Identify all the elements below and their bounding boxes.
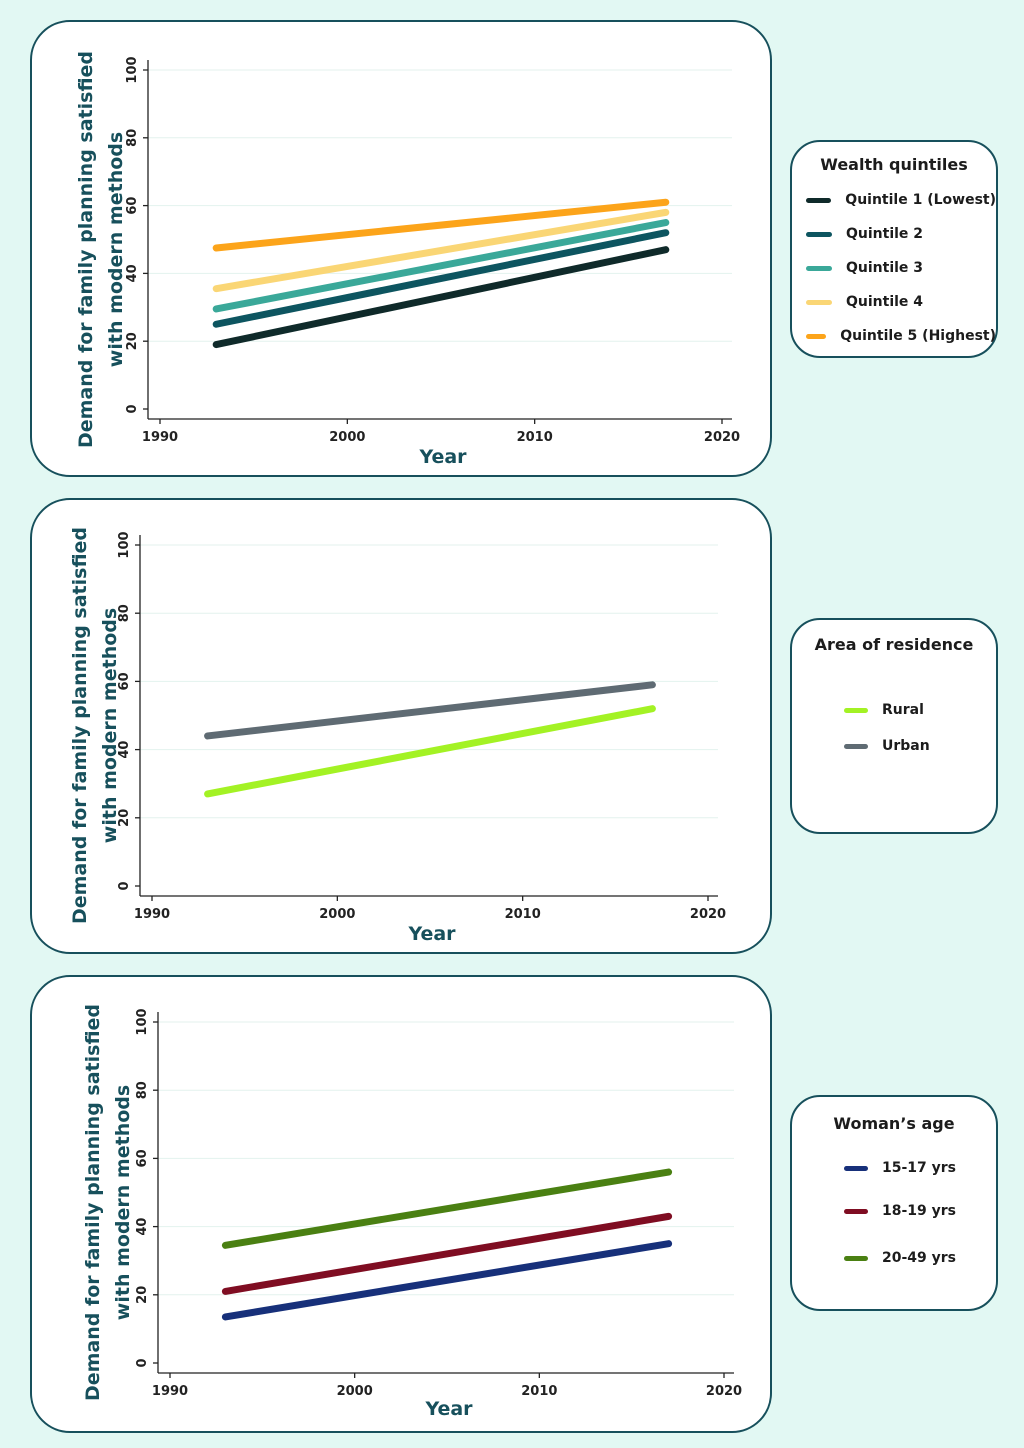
- y-tick-label: 40: [117, 741, 132, 759]
- legend-residence: Area of residence Rural Urban: [790, 618, 998, 834]
- y-tick-label: 20: [117, 809, 132, 827]
- legend-swatch: [806, 333, 827, 339]
- y-axis-title: with modern methods: [112, 1085, 134, 1320]
- y-tick-label: 100: [117, 531, 132, 558]
- y-tick-label: 80: [117, 604, 132, 622]
- y-tick-label: 80: [125, 129, 140, 147]
- legend-item: Quintile 5 (Highest): [792, 325, 996, 347]
- legend-swatch: [806, 299, 832, 305]
- series-line: [221, 1212, 673, 1295]
- chart-wealth: 0 20 40 60 80 100 1990 2000 2010 2020 Demand for f…: [75, 51, 740, 468]
- x-tick-label: 1990: [152, 1384, 188, 1399]
- legend-item: Rural: [792, 699, 996, 721]
- legend-item: Quintile 4: [792, 291, 996, 313]
- chart-panel-residence: 0 20 40 60 80 100 1990 2000 2010 2020 Demand for f…: [30, 498, 772, 954]
- x-tick-label: 2010: [505, 907, 541, 922]
- series-line: [204, 705, 656, 798]
- legend-wealth: Wealth quintiles Quintile 1 (Lowest) Qui…: [790, 140, 998, 358]
- legend-item: Quintile 3: [792, 257, 996, 279]
- series-line: [212, 198, 670, 252]
- legend-label: Quintile 1 (Lowest): [845, 192, 996, 208]
- legend-label: 20-49 yrs: [882, 1250, 957, 1266]
- series-line: [212, 246, 670, 349]
- legend-label: Quintile 5 (Highest): [840, 328, 996, 344]
- chart-age: 0 20 40 60 80 100 1990 2000 2010 2020 Demand for f…: [82, 1004, 742, 1420]
- x-tick-label: 2010: [517, 430, 553, 445]
- y-tick-label: 100: [135, 1008, 150, 1035]
- chart-panel-age: 0 20 40 60 80 100 1990 2000 2010 2020 Demand for f…: [30, 975, 772, 1433]
- y-axis-title: with modern methods: [99, 608, 121, 843]
- x-tick-label: 2020: [706, 1384, 742, 1399]
- series-line: [212, 229, 670, 328]
- y-axis-title: Demand for family planning satisfied: [69, 527, 91, 924]
- legend-label: 18-19 yrs: [882, 1203, 957, 1219]
- legend-swatch: [844, 1255, 868, 1261]
- legend-title: Area of residence: [814, 635, 974, 654]
- y-tick-label: 0: [135, 1358, 150, 1367]
- x-tick-label: 2000: [337, 1384, 373, 1399]
- y-tick-label: 0: [117, 881, 132, 890]
- y-tick-label: 60: [135, 1149, 150, 1167]
- x-axis-title: Year: [407, 923, 456, 945]
- series-line: [212, 219, 670, 313]
- chart-residence: 0 20 40 60 80 100 1990 2000 2010 2020 Demand for f…: [69, 527, 726, 945]
- legend-label: Rural: [882, 702, 924, 718]
- legend-label: Urban: [882, 738, 930, 754]
- legend-item: 20-49 yrs: [792, 1247, 996, 1269]
- series-line: [221, 1168, 673, 1249]
- legend-label: Quintile 2: [846, 226, 924, 242]
- legend-swatch: [806, 265, 832, 271]
- series-line: [212, 208, 670, 293]
- y-axis-title: with modern methods: [105, 132, 127, 367]
- legend-swatch: [806, 231, 832, 237]
- legend-item: Quintile 2: [792, 223, 996, 245]
- y-tick-label: 20: [135, 1286, 150, 1304]
- y-tick-label: 100: [125, 56, 140, 83]
- legend-item: Urban: [792, 735, 996, 757]
- y-axis-title: Demand for family planning satisfied: [82, 1004, 104, 1401]
- y-tick-label: 0: [125, 404, 140, 413]
- series-line: [221, 1240, 673, 1321]
- x-tick-label: 2010: [521, 1384, 557, 1399]
- legend-age: Woman’s age 15-17 yrs 18-19 yrs 20-49 yr…: [790, 1095, 998, 1311]
- y-tick-label: 60: [117, 672, 132, 690]
- x-tick-label: 2000: [329, 430, 365, 445]
- legend-label: Quintile 4: [846, 294, 924, 310]
- legend-title: Woman’s age: [833, 1114, 955, 1133]
- legend-swatch: [844, 1165, 868, 1171]
- chart-panel-wealth: 0 20 40 60 80 100 1990 2000 2010 2020 Demand for f…: [30, 20, 772, 477]
- legend-label: 15-17 yrs: [882, 1160, 957, 1176]
- x-tick-label: 1990: [134, 907, 170, 922]
- y-tick-label: 20: [125, 332, 140, 350]
- x-axis-title: Year: [424, 1398, 473, 1420]
- legend-item: Quintile 1 (Lowest): [792, 189, 996, 211]
- y-tick-label: 40: [135, 1218, 150, 1236]
- y-axis-title: Demand for family planning satisfied: [75, 51, 97, 448]
- legend-item: 18-19 yrs: [792, 1200, 996, 1222]
- x-tick-label: 2020: [704, 430, 740, 445]
- x-tick-label: 2020: [690, 907, 726, 922]
- y-tick-label: 60: [125, 197, 140, 215]
- x-tick-label: 2000: [319, 907, 355, 922]
- x-tick-label: 1990: [142, 430, 178, 445]
- legend-title: Wealth quintiles: [820, 155, 968, 174]
- legend-item: 15-17 yrs: [792, 1157, 996, 1179]
- y-tick-label: 80: [135, 1081, 150, 1099]
- legend-swatch: [844, 743, 868, 749]
- y-tick-label: 40: [125, 264, 140, 282]
- legend-label: Quintile 3: [846, 260, 924, 276]
- legend-swatch: [806, 197, 832, 203]
- series-line: [204, 681, 656, 740]
- x-axis-title: Year: [418, 446, 467, 468]
- legend-swatch: [844, 1208, 868, 1214]
- legend-swatch: [844, 707, 868, 713]
